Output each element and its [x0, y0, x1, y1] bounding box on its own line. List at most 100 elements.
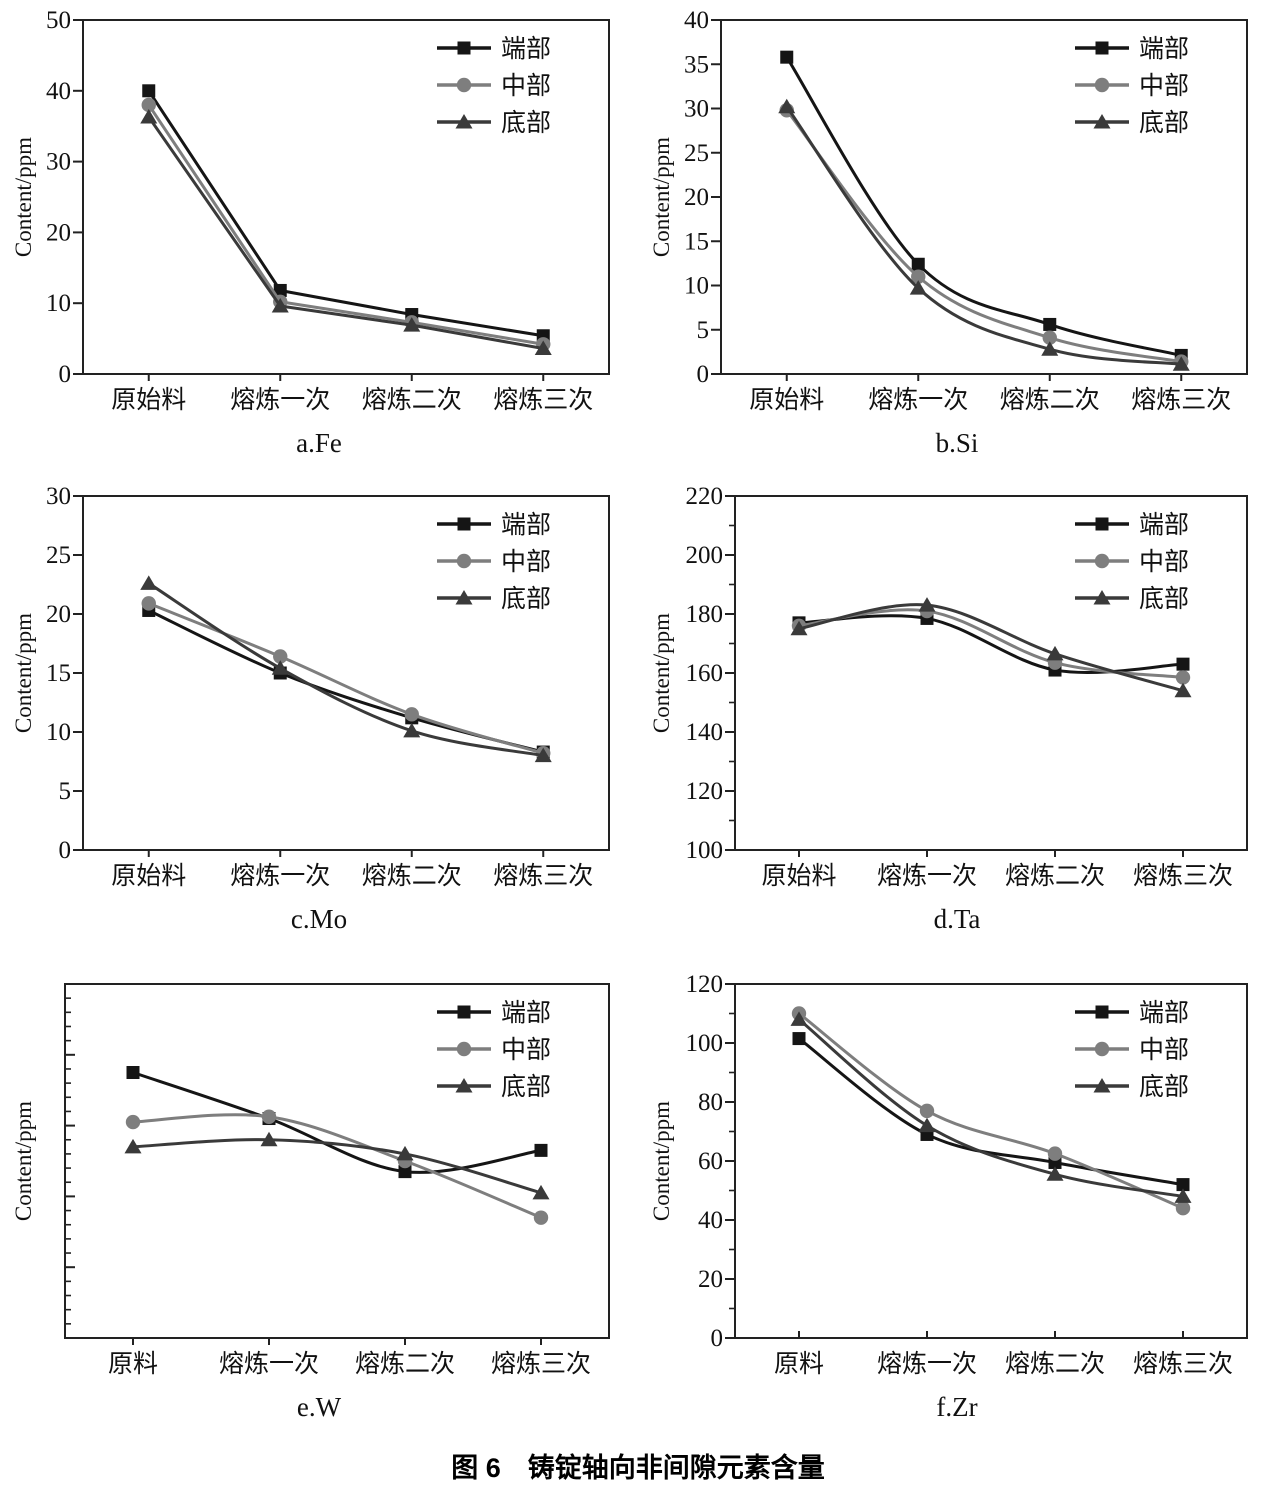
y-tick-label: 5 [697, 317, 710, 344]
series-marker-1 [125, 1114, 141, 1130]
legend-label-2: 底部 [1139, 1073, 1189, 1101]
series-marker-2 [396, 1145, 414, 1161]
subplot-title-fe: a.Fe [296, 428, 342, 458]
x-tick-label: 原始料 [111, 386, 186, 414]
series-line-0 [797, 614, 1185, 674]
y-tick-label: 0 [711, 1325, 724, 1352]
y-tick-label: 120 [686, 778, 724, 805]
series-marker-2 [534, 747, 552, 763]
legend-label-0: 端部 [501, 511, 551, 539]
legend-label-0: 端部 [1139, 999, 1189, 1027]
y-axis-label: Content/ppm [13, 1101, 36, 1221]
y-tick-label: 50 [46, 7, 71, 34]
x-tick-label: 熔炼三次 [1131, 386, 1231, 414]
series-marker-1 [911, 269, 926, 284]
y-tick-label: 10 [684, 273, 709, 300]
legend-label-0: 端部 [501, 35, 551, 63]
y-tick-label: 5 [59, 778, 72, 805]
y-tick-label: 30 [46, 483, 71, 510]
x-tick-label: 熔炼二次 [355, 1350, 455, 1378]
legend-label-2: 底部 [501, 109, 551, 137]
series-marker-1 [919, 1103, 935, 1119]
series-line-1 [131, 1113, 543, 1220]
series-marker-2 [1174, 682, 1192, 698]
series-line-2 [147, 581, 545, 758]
series-line-0 [147, 608, 545, 754]
chart-w: 原料 熔炼一次 熔炼二次 熔炼三次 Content/ppm 端部 中部 底部 e.W [0, 954, 638, 1432]
series-marker-1 [1047, 1146, 1063, 1161]
legend-marker-1 [1094, 77, 1110, 93]
x-tick-label: 熔炼一次 [230, 862, 330, 890]
y-axis-label: Content/ppm [651, 613, 674, 733]
series-marker-1 [141, 97, 156, 113]
y-tick-label: 220 [686, 483, 724, 510]
legend-label-1: 中部 [1139, 548, 1189, 576]
series-marker-2 [1174, 1188, 1192, 1203]
series-marker-2 [778, 98, 796, 114]
x-tick-label: 原料 [774, 1350, 824, 1378]
y-tick-label: 100 [686, 1030, 724, 1057]
series-line-2 [797, 603, 1185, 693]
series-marker-2 [1041, 341, 1059, 356]
x-tick-label: 熔炼二次 [1005, 862, 1105, 890]
x-tick-label: 熔炼一次 [877, 1350, 977, 1378]
chart-ta: 100 120 140 160 180 200 220 原始料 熔炼一次 熔炼二次 熔炼三次 Cont… [638, 466, 1276, 954]
legend-label-2: 底部 [501, 1073, 551, 1101]
legend-marker-0 [457, 1005, 471, 1019]
series-marker-0 [398, 1165, 412, 1179]
chart-si: 0 5 10 15 20 25 30 35 40 原始料 熔炼一次 熔炼二次 熔炼三次 Content/p… [638, 0, 1276, 466]
legend-marker-0 [457, 41, 471, 55]
y-tick-label: 25 [684, 140, 709, 167]
series-marker-0 [126, 1066, 140, 1079]
x-tick-label: 原料 [108, 1350, 158, 1378]
legend-label-0: 端部 [1139, 35, 1189, 63]
y-tick-label: 40 [46, 78, 71, 105]
series-marker-0 [534, 1143, 548, 1157]
series-marker-1 [1042, 330, 1057, 345]
figure-caption: 图 6 铸锭轴向非间隙元素含量 [451, 1453, 825, 1483]
series-marker-2 [909, 280, 927, 295]
subplot-title-mo: c.Mo [290, 904, 348, 934]
x-tick-label: 熔炼一次 [868, 386, 968, 414]
y-tick-label: 0 [697, 361, 710, 388]
series-line-1 [147, 103, 545, 346]
legend-label-2: 底部 [501, 585, 551, 613]
chart-mo-canvas: 0 5 10 15 20 25 30 原始料 熔炼一次 熔炼二次 熔炼三次 Content/ppm 端部… [13, 483, 610, 890]
legend-marker-1 [1094, 1041, 1110, 1057]
y-tick-label: 25 [46, 542, 71, 569]
series-marker-2 [790, 1011, 808, 1026]
y-tick-label: 20 [46, 601, 71, 628]
series-line-1 [785, 108, 1183, 364]
series-marker-1 [261, 1109, 277, 1124]
series-marker-0 [1176, 1178, 1190, 1192]
series-marker-0 [1176, 657, 1190, 671]
series-marker-1 [1175, 670, 1191, 685]
series-marker-2 [403, 722, 421, 738]
legend-marker-1 [456, 77, 472, 93]
x-tick-label: 熔炼三次 [491, 1350, 591, 1378]
series-marker-2 [403, 317, 421, 332]
y-tick-label: 35 [684, 51, 709, 78]
legend-marker-1 [1094, 553, 1110, 569]
x-tick-label: 熔炼二次 [362, 386, 462, 414]
legend-label-2: 底部 [1139, 109, 1189, 137]
x-tick-label: 熔炼三次 [493, 386, 593, 414]
series-marker-2 [140, 575, 158, 590]
series-line-1 [797, 1012, 1185, 1210]
y-tick-label: 30 [684, 96, 709, 123]
series-line-0 [785, 55, 1183, 357]
y-tick-label: 60 [698, 1148, 723, 1175]
y-tick-label: 180 [686, 601, 724, 628]
x-tick-label: 原始料 [761, 862, 836, 890]
legend-marker-2 [1093, 1078, 1111, 1093]
series-line-2 [785, 105, 1183, 366]
x-tick-label: 熔炼三次 [1133, 1350, 1233, 1378]
series-marker-2 [532, 1184, 550, 1200]
legend-marker-0 [1095, 517, 1109, 531]
y-tick-label: 15 [684, 228, 709, 255]
y-axis-label: Content/ppm [651, 1101, 674, 1221]
series-line-2 [147, 115, 545, 351]
legend-label-2: 底部 [1139, 585, 1189, 613]
y-axis-label: Content/ppm [13, 137, 36, 257]
series-marker-2 [1046, 645, 1064, 661]
